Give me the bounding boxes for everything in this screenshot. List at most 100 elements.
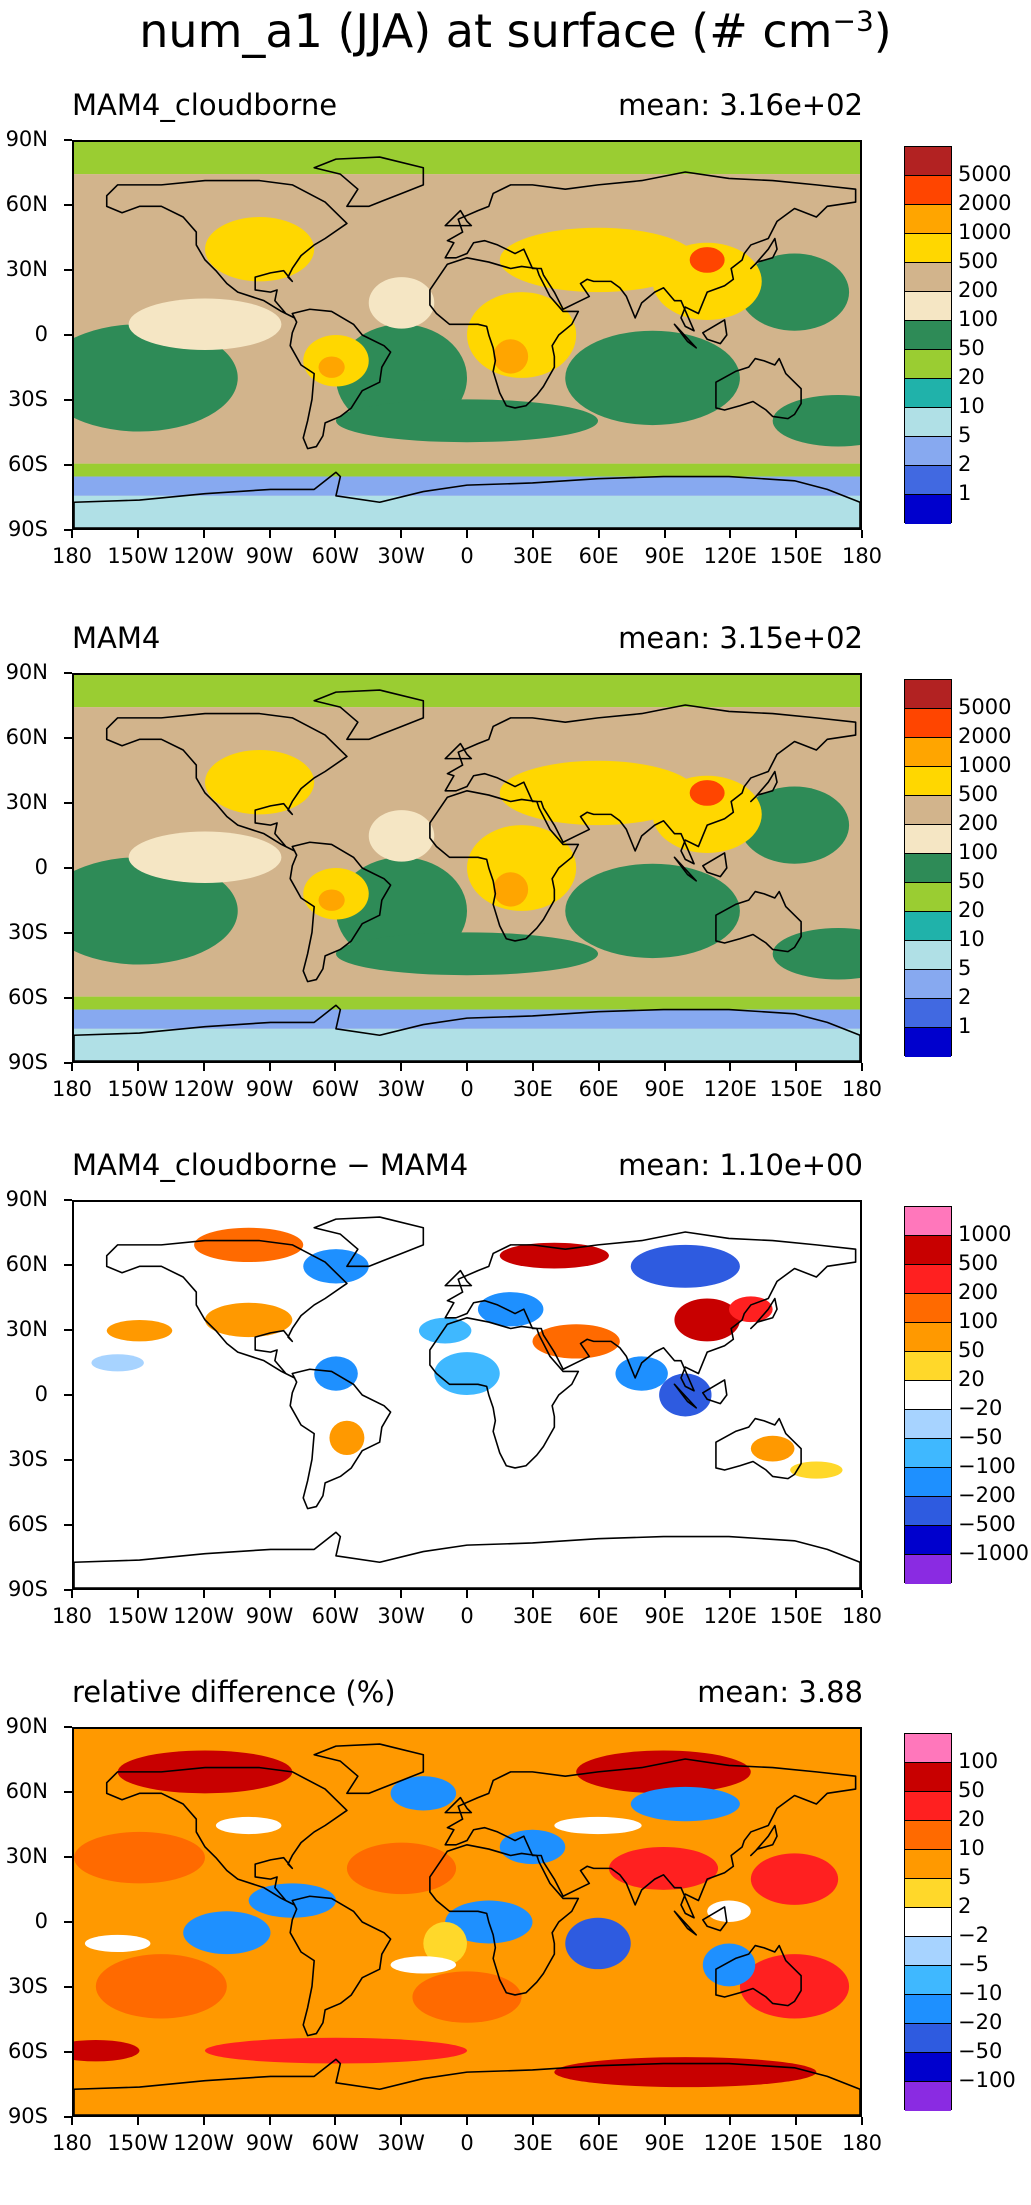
colorbar-swatch (905, 1410, 951, 1439)
lon-tick-label: 180 (841, 1077, 883, 1101)
coastline (444, 209, 473, 227)
lat-tick-label: 60N (5, 725, 48, 749)
field-contour (128, 298, 282, 351)
field-contour (702, 1943, 756, 1987)
lat-tick (64, 1394, 72, 1396)
lat-tick (64, 737, 72, 739)
field-contour (565, 330, 740, 426)
lat-tick-label: 90S (7, 2104, 48, 2128)
lat-tick (64, 1264, 72, 1266)
lon-tick-label: 90W (245, 2131, 294, 2155)
lon-tick-label: 120W (173, 1604, 235, 1628)
coastline (429, 1317, 580, 1469)
colorbar-swatch (905, 147, 951, 176)
lat-tick-label: 90N (5, 1714, 48, 1738)
colorbar-label: 100 (958, 307, 999, 331)
colorbar-swatch (905, 767, 951, 796)
colorbar-label: 200 (958, 811, 999, 835)
lon-tick (795, 530, 798, 538)
field-contour (74, 857, 238, 965)
lat-tick (64, 997, 72, 999)
coastline (74, 1531, 860, 1588)
colorbar-swatch (905, 1028, 951, 1057)
lon-tick (400, 1063, 403, 1071)
lat-tick-label: 30N (5, 1317, 48, 1341)
lon-tick (531, 1590, 534, 1598)
lat-tick-label: 30N (5, 257, 48, 281)
field-contour (368, 277, 435, 329)
colorbar-swatch (905, 2082, 951, 2111)
map-frame (72, 140, 862, 530)
colorbar-swatch (905, 825, 951, 854)
lat-tick-label: 90S (7, 517, 48, 541)
colorbar-swatch (905, 1966, 951, 1995)
lon-tick (268, 2117, 271, 2125)
colorbar-label: −20 (958, 1396, 1003, 1420)
lon-tick-label: 90W (245, 1604, 294, 1628)
field-contour (532, 1324, 620, 1359)
colorbar-label: 50 (958, 336, 985, 360)
lon-tick (663, 530, 666, 538)
lon-tick (663, 1590, 666, 1598)
colorbar-swatch (905, 1937, 951, 1966)
colorbar-swatch (905, 292, 951, 321)
field-contour (493, 339, 529, 374)
colorbar-swatch (905, 1734, 951, 1763)
colorbar-label: 100 (958, 840, 999, 864)
lon-tick (861, 1063, 863, 1071)
field-band (74, 675, 860, 708)
lon-tick (400, 1590, 403, 1598)
lon-tick (400, 530, 403, 538)
lat-tick (64, 464, 72, 466)
field-contour (74, 324, 238, 432)
colorbar-swatch (905, 2053, 951, 2082)
colorbar-label: 500 (958, 782, 999, 806)
field-contour (739, 786, 850, 864)
lat-tick-label: 60S (7, 1512, 48, 1536)
lon-tick-label: 180 (51, 544, 93, 568)
colorbar-label: 200 (958, 278, 999, 302)
lat-tick-label: 60S (7, 2039, 48, 2063)
coastline (750, 1824, 778, 1857)
lon-tick-label: 60W (311, 1604, 360, 1628)
field-contour (346, 1842, 457, 1895)
field-contour (772, 928, 860, 980)
coastline (313, 156, 425, 208)
field-contour (750, 1853, 839, 1905)
lon-tick (466, 1590, 468, 1598)
lon-tick-label: 180 (841, 544, 883, 568)
lat-tick (64, 269, 72, 271)
field-contour (493, 872, 529, 907)
lon-tick-label: 60E (578, 2131, 619, 2155)
colorbar-swatch (905, 1294, 951, 1323)
panel-mean: mean: 1.10e+00 (618, 1148, 863, 1182)
lon-tick-label: 150W (107, 544, 169, 568)
lat-tick-label: 90N (5, 660, 48, 684)
lon-tick (136, 2117, 139, 2125)
map-canvas (74, 675, 860, 1061)
field-contour (674, 1298, 740, 1342)
field-contour (74, 2039, 140, 2062)
lat-tick-label: 0 (34, 322, 48, 346)
lon-tick (136, 1590, 139, 1598)
field-contour (329, 1420, 365, 1456)
colorbar-label: 1000 (958, 753, 1012, 777)
lon-tick-label: 120E (703, 544, 758, 568)
colorbar-swatch (905, 1265, 951, 1294)
field-contour (390, 1956, 457, 1974)
coastline (444, 1796, 473, 1814)
lat-tick-label: 30N (5, 1844, 48, 1868)
colorbar-swatch (905, 263, 951, 292)
lon-tick (729, 530, 732, 538)
colorbar-swatch (905, 1792, 951, 1821)
field-band (74, 1009, 860, 1029)
colorbar-swatch (905, 2024, 951, 2053)
lat-tick (64, 399, 72, 401)
lat-tick (64, 2116, 72, 2118)
colorbar-swatch (905, 1821, 951, 1850)
colorbar-swatch (905, 350, 951, 379)
colorbar-label: 20 (958, 365, 985, 389)
field-contour (390, 1776, 457, 1811)
lat-tick (64, 1856, 72, 1858)
lat-tick-label: 90N (5, 127, 48, 151)
